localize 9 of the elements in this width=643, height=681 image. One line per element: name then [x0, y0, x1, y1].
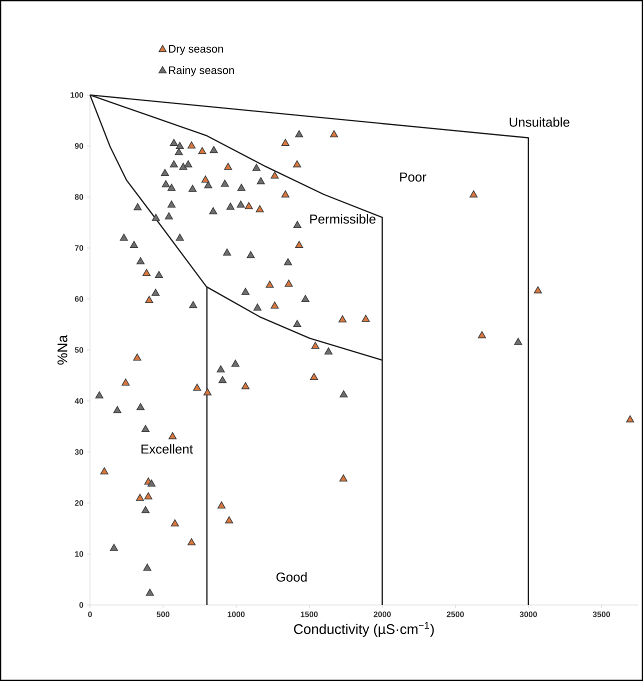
y-axis-title: %Na: [58, 334, 68, 365]
annotation: Unsuitable: [510, 117, 570, 127]
x-axis-title: Conductivity (µS·cm$^{−1}$): [294, 622, 434, 637]
annotation: Poor: [400, 172, 426, 182]
legend-label: Rainy season: [169, 66, 234, 76]
annotation: Good: [276, 572, 307, 582]
legend-label: Dry season: [169, 45, 223, 55]
annotation: Excellent: [142, 444, 193, 454]
annotation: Permissible: [310, 214, 376, 224]
